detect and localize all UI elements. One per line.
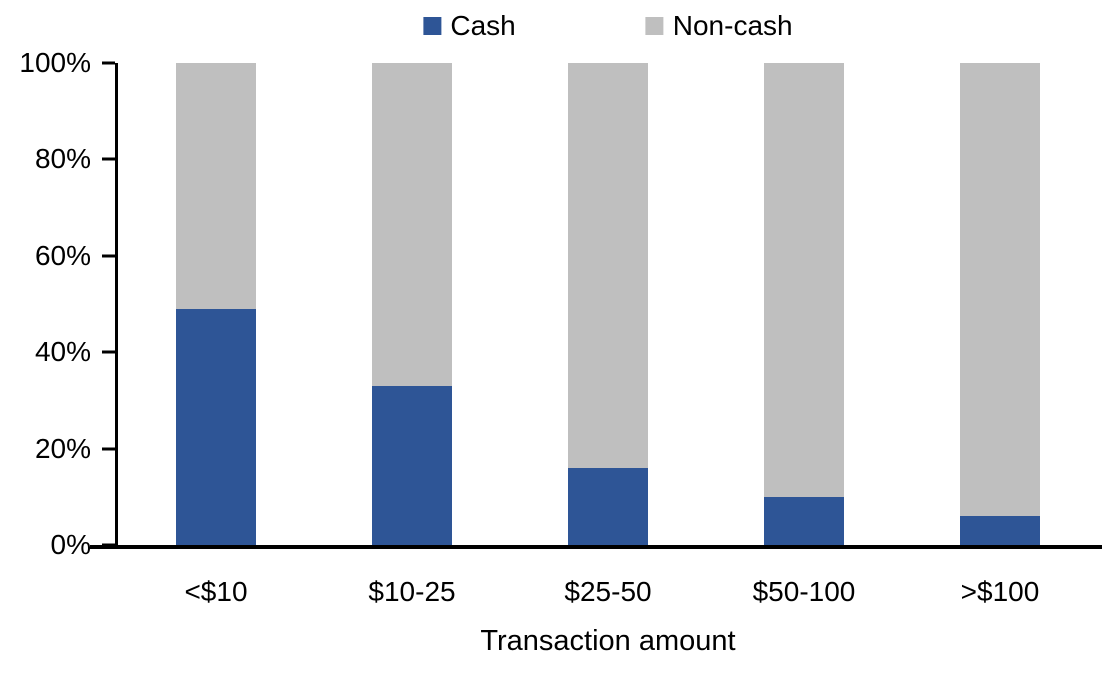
bar-segment-cash [372,385,452,545]
bar-segment-cash [764,496,844,545]
y-axis-tick [102,543,115,547]
stacked-bar [764,63,844,545]
legend-item-cash: Cash [423,10,516,41]
bar-group-100 [902,63,1098,545]
stacked-bar [568,63,648,545]
y-axis-tick-label: 0% [50,529,91,560]
x-axis-category-label: <$10 [184,576,248,607]
y-axis-tick [102,447,115,451]
y-axis-tick [102,157,115,161]
legend-swatch-cash [423,17,442,35]
bar-segment-non-cash [176,63,256,309]
legend-item-non-cash: Non-cash [645,10,793,41]
legend-swatch-non-cash [645,17,664,35]
bar-segment-cash [176,308,256,545]
y-axis-tick-label: 80% [34,143,91,175]
legend-label: Cash [450,10,516,41]
legend: Cash Non-cash [423,10,793,41]
legend-label: Non-cash [672,10,793,41]
x-axis-category-label: $25-50 [564,576,652,607]
bar-group-50-100 [706,63,902,545]
bar-segment-non-cash [764,63,844,497]
bar-segment-non-cash [372,63,452,386]
bar-group-10 [118,63,314,545]
y-axis-tick-label: 60% [34,239,91,271]
y-axis-tick [102,254,115,258]
bars-container [118,63,1098,545]
y-axis-line [115,63,118,547]
y-axis-tick [102,350,115,354]
stacked-bar [176,63,256,545]
bar-segment-cash [568,467,648,545]
stacked-bar [372,63,452,545]
bar-segment-non-cash [568,63,648,468]
y-axis-tick [102,61,115,65]
x-axis-category-label: >$100 [960,576,1040,607]
x-axis-line [90,545,1102,549]
x-axis-title: Transaction amount [480,625,736,657]
y-axis-tick-label: 40% [34,336,91,368]
stacked-bar [960,63,1040,545]
bar-group-25-50 [510,63,706,545]
y-axis-tick-label: 100% [19,47,91,78]
bar-segment-non-cash [960,63,1040,517]
plot-area: 0% 20% 40% 60% 80% 100% [19,49,1102,559]
bar-group-10-25 [314,63,510,545]
x-axis-category-label: $50-100 [752,576,856,607]
bar-segment-cash [960,516,1040,545]
x-axis-labels: <$10 $10-25 $25-50 $50-100 >$100 [118,578,1098,606]
y-axis-tick-label: 20% [34,432,91,464]
x-axis-category-label: $10-25 [368,576,456,607]
